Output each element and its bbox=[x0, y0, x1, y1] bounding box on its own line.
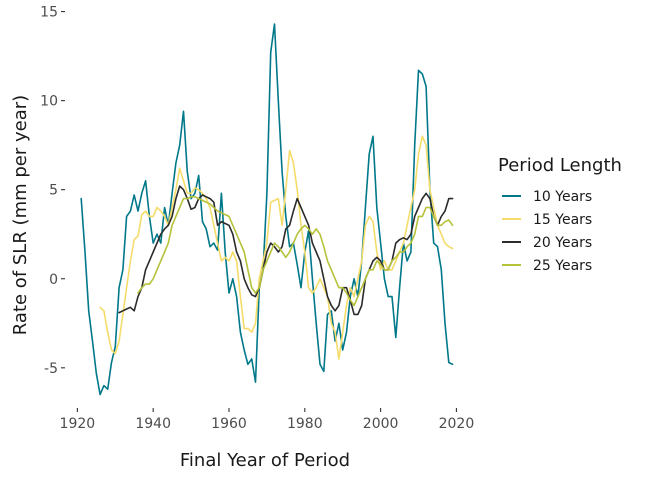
series-line-15-years bbox=[99, 135, 454, 360]
legend-label: 10 Years bbox=[533, 189, 592, 205]
legend-label: 15 Years bbox=[533, 212, 592, 228]
x-tick-label: 2020 bbox=[439, 416, 475, 432]
x-axis: 1920 1940 1960 1980 2000 2020 bbox=[60, 408, 475, 432]
series-line-20-years bbox=[118, 185, 454, 316]
legend-label: 25 Years bbox=[533, 258, 592, 274]
x-tick-label: 1960 bbox=[211, 416, 247, 432]
plot-area bbox=[80, 23, 454, 396]
legend-label: 20 Years bbox=[533, 235, 592, 251]
x-tick-label: 2000 bbox=[363, 416, 399, 432]
y-tick-label: 10 bbox=[40, 94, 58, 110]
y-tick-label: -5 bbox=[44, 361, 58, 377]
y-tick-label: 5 bbox=[49, 183, 58, 199]
series-line-25-years bbox=[137, 196, 454, 307]
x-tick-label: 1940 bbox=[135, 416, 171, 432]
legend: Period Length 10 Years 15 Years 20 Years 25… bbox=[498, 155, 622, 274]
y-axis-title: Rate of SLR (mm per year) bbox=[10, 95, 31, 335]
x-axis-title: Final Year of Period bbox=[180, 450, 350, 471]
x-tick-label: 1920 bbox=[60, 416, 96, 432]
x-tick-label: 1980 bbox=[287, 416, 323, 432]
y-axis: -5 0 5 10 15 bbox=[40, 5, 65, 377]
legend-title: Period Length bbox=[498, 155, 622, 176]
series-line-10-years bbox=[80, 23, 454, 396]
y-tick-label: 0 bbox=[49, 272, 58, 288]
y-tick-label: 15 bbox=[40, 5, 58, 21]
